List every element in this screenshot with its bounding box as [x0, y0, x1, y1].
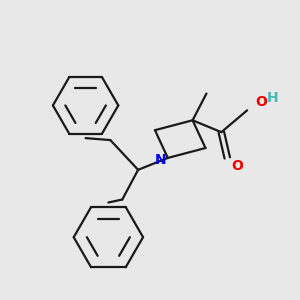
Text: N: N: [155, 153, 167, 167]
Text: H: H: [267, 92, 279, 106]
Text: O: O: [255, 95, 267, 110]
Text: O: O: [231, 159, 243, 173]
